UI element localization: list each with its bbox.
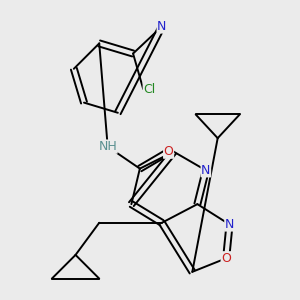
Text: N: N xyxy=(201,164,211,177)
Text: N: N xyxy=(225,218,234,231)
Text: O: O xyxy=(164,145,174,158)
Text: Cl: Cl xyxy=(143,82,155,96)
Text: N: N xyxy=(157,20,167,33)
Text: NH: NH xyxy=(98,140,117,153)
Text: O: O xyxy=(221,252,231,265)
